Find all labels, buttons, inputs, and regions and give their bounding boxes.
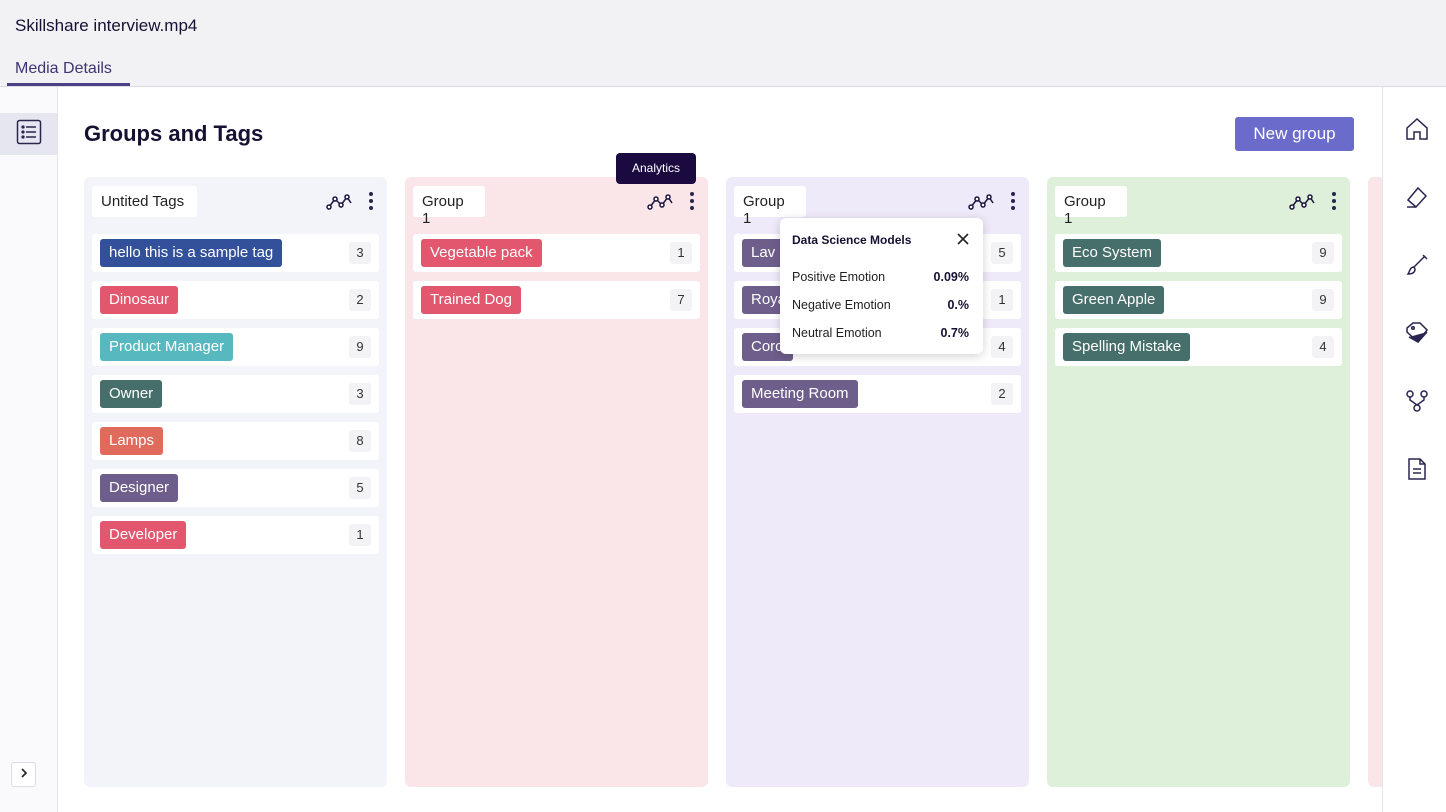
group-column: Group 1 Eco System 9 Green Apple 9 Spelling M…: [1047, 177, 1350, 787]
analytics-icon[interactable]: [647, 192, 675, 212]
tag-label[interactable]: Lav: [742, 239, 785, 267]
main-content: Groups and Tags New group Untited Tags he…: [58, 87, 1382, 812]
expand-sidebar-button[interactable]: [11, 762, 36, 787]
tag-label[interactable]: Developer: [100, 521, 187, 549]
group-name[interactable]: Group 1: [413, 186, 485, 227]
list-icon: [16, 119, 42, 150]
right-rail: [1382, 87, 1446, 812]
tag-row[interactable]: Trained Dog 7: [413, 281, 700, 319]
group-column: Group 1 Vegetable pack 1 Trained Dog 7: [405, 177, 708, 787]
more-vertical-icon[interactable]: [1331, 191, 1337, 211]
analytics-icon[interactable]: [1289, 192, 1317, 212]
popover-row-label: Neutral Emotion: [792, 326, 882, 340]
more-vertical-icon[interactable]: [368, 191, 374, 211]
tag-count: 9: [1312, 289, 1334, 311]
tag-count: 3: [349, 383, 371, 405]
tag-label[interactable]: hello this is a sample tag: [100, 239, 283, 267]
popover-row-value: 0.09%: [933, 270, 969, 284]
popover-row-positive: Positive Emotion 0.09%: [792, 270, 969, 284]
home-icon[interactable]: [1403, 115, 1431, 143]
popover-row-neutral: Neutral Emotion 0.7%: [792, 326, 969, 340]
tag-row[interactable]: Meeting Room 2: [734, 375, 1021, 413]
top-bar: Skillshare interview.mp4 Media Details: [0, 0, 1446, 87]
tag-count: 5: [349, 477, 371, 499]
left-rail: [0, 87, 58, 812]
tag-label[interactable]: Vegetable pack: [421, 239, 542, 267]
tag-count: 2: [349, 289, 371, 311]
new-group-button[interactable]: New group: [1235, 117, 1354, 151]
analytics-popover: Data Science Models Positive Emotion 0.0…: [780, 218, 983, 354]
tag-icon[interactable]: [1403, 319, 1431, 347]
group-name[interactable]: Untited Tags: [92, 186, 197, 217]
tag-label[interactable]: Spelling Mistake: [1063, 333, 1191, 361]
tag-count: 9: [1312, 242, 1334, 264]
more-vertical-icon[interactable]: [689, 191, 695, 211]
tag-label[interactable]: Designer: [100, 474, 179, 502]
popover-title: Data Science Models: [792, 233, 912, 247]
tab-media-details[interactable]: Media Details: [7, 58, 130, 86]
list-view-button[interactable]: [0, 113, 57, 155]
tag-count: 5: [991, 242, 1013, 264]
brush-icon[interactable]: [1403, 251, 1431, 279]
group-name[interactable]: Group 1: [1055, 186, 1127, 227]
tag-row[interactable]: hello this is a sample tag 3: [92, 234, 379, 272]
tag-label[interactable]: Lamps: [100, 427, 164, 455]
tag-count: 1: [670, 242, 692, 264]
popover-row-value: 0.%: [947, 298, 969, 312]
tag-count: 4: [991, 336, 1013, 358]
tag-row[interactable]: Dinosaur 2: [92, 281, 379, 319]
tag-count: 1: [991, 289, 1013, 311]
tag-count: 3: [349, 242, 371, 264]
tag-row[interactable]: Green Apple 9: [1055, 281, 1342, 319]
eraser-icon[interactable]: [1403, 183, 1431, 211]
tag-row[interactable]: Vegetable pack 1: [413, 234, 700, 272]
more-vertical-icon[interactable]: [1010, 191, 1016, 211]
tag-label[interactable]: Dinosaur: [100, 286, 179, 314]
tag-row[interactable]: Eco System 9: [1055, 234, 1342, 272]
tag-label[interactable]: Green Apple: [1063, 286, 1165, 314]
tag-count: 8: [349, 430, 371, 452]
group-name[interactable]: Group 1: [734, 186, 806, 227]
page-title: Groups and Tags: [84, 121, 264, 146]
group-column-partial: [1368, 177, 1382, 787]
file-title: Skillshare interview.mp4: [15, 16, 198, 35]
popover-row-label: Positive Emotion: [792, 270, 886, 284]
tag-label[interactable]: Owner: [100, 380, 163, 408]
tag-row[interactable]: Developer 1: [92, 516, 379, 554]
tag-label[interactable]: Trained Dog: [421, 286, 521, 314]
analytics-icon[interactable]: [968, 192, 996, 212]
popover-row-label: Negative Emotion: [792, 298, 891, 312]
tag-row[interactable]: Lamps 8: [92, 422, 379, 460]
tag-label[interactable]: Eco System: [1063, 239, 1162, 267]
tag-label[interactable]: Product Manager: [100, 333, 234, 361]
tag-row[interactable]: Owner 3: [92, 375, 379, 413]
analytics-tooltip: Analytics: [616, 153, 696, 184]
flow-icon[interactable]: [1403, 387, 1431, 415]
tag-row[interactable]: Product Manager 9: [92, 328, 379, 366]
tag-count: 2: [991, 383, 1013, 405]
tag-count: 9: [349, 336, 371, 358]
tag-count: 4: [1312, 336, 1334, 358]
group-column: Untited Tags hello this is a sample tag 3 D…: [84, 177, 387, 787]
popover-row-value: 0.7%: [940, 326, 970, 340]
tag-count: 1: [349, 524, 371, 546]
tag-row[interactable]: Designer 5: [92, 469, 379, 507]
close-icon[interactable]: [955, 231, 971, 247]
tag-row[interactable]: Spelling Mistake 4: [1055, 328, 1342, 366]
tag-count: 7: [670, 289, 692, 311]
chevron-right-icon: [18, 766, 30, 784]
tag-label[interactable]: Meeting Room: [742, 380, 858, 408]
analytics-icon[interactable]: [326, 192, 354, 212]
popover-row-negative: Negative Emotion 0.%: [792, 298, 969, 312]
document-icon[interactable]: [1403, 455, 1431, 483]
